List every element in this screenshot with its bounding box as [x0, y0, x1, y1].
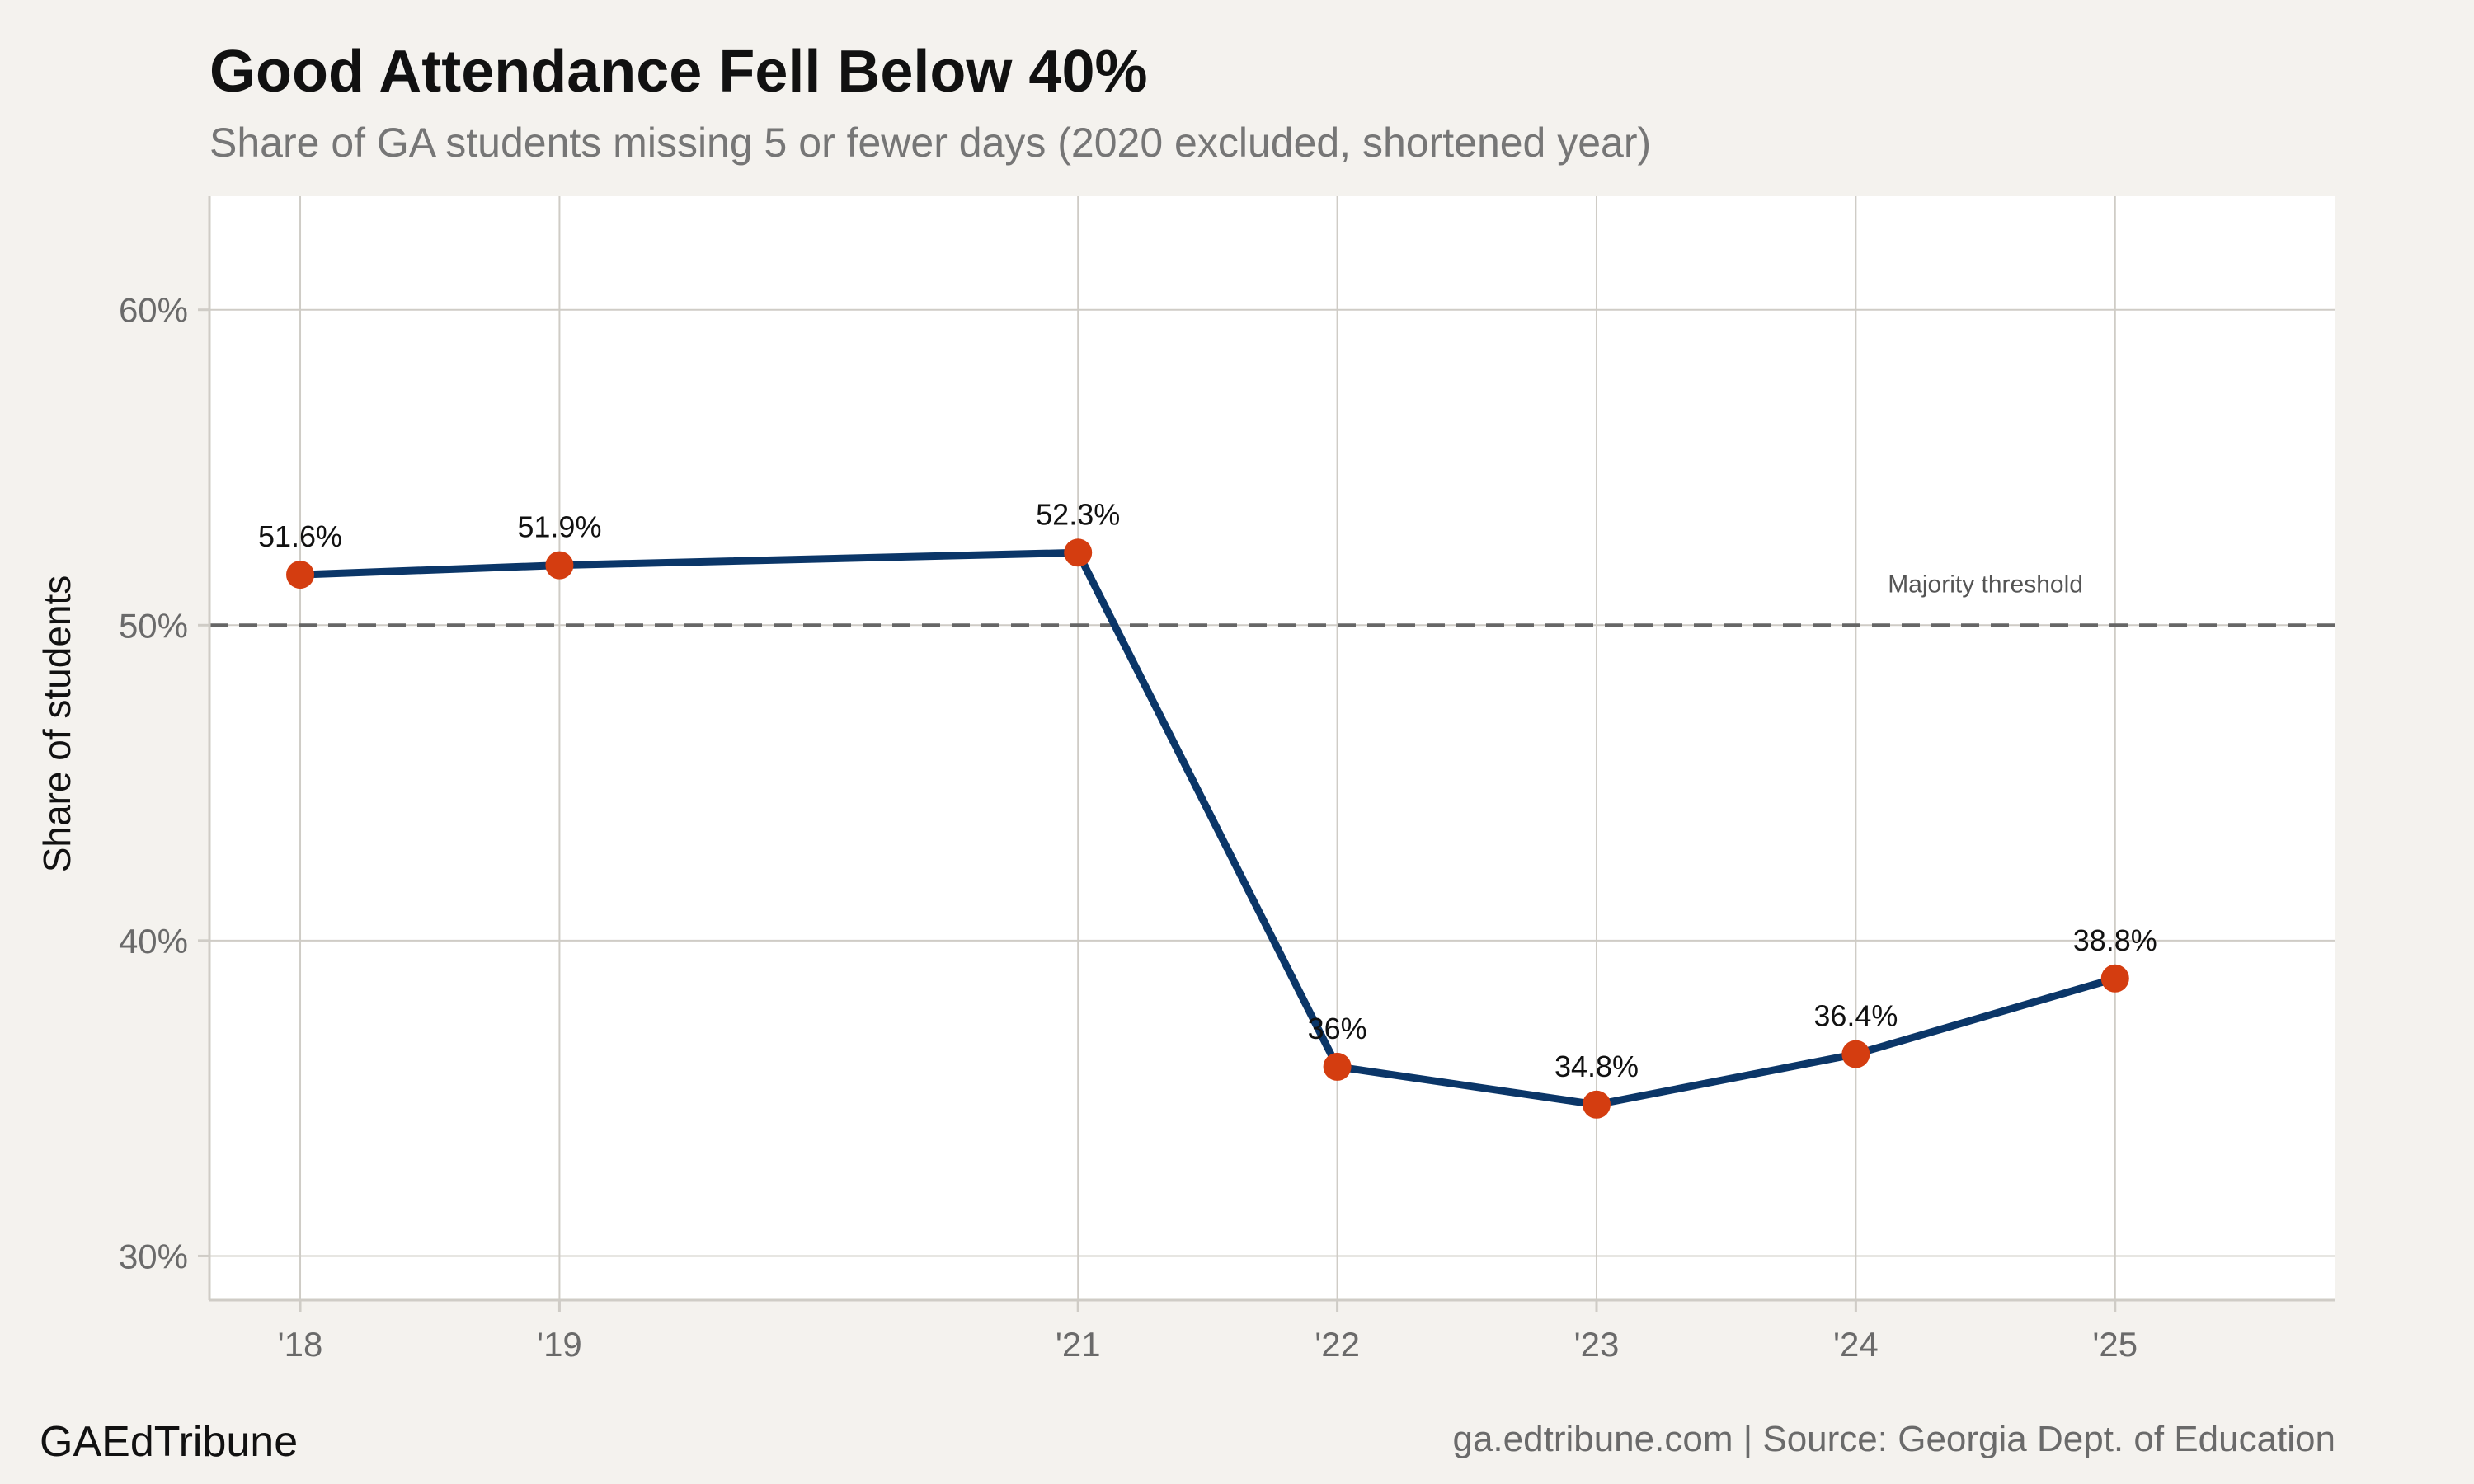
x-tick-label: '24	[1833, 1325, 1879, 1364]
data-label: 51.9%	[517, 510, 601, 544]
data-label: 38.8%	[2073, 923, 2157, 957]
data-label: 36.4%	[1813, 999, 1898, 1033]
data-label: 34.8%	[1554, 1050, 1639, 1083]
data-point	[1064, 538, 1093, 567]
data-point	[1323, 1052, 1352, 1081]
series-group	[286, 538, 2129, 1119]
x-tick-label: '18	[278, 1325, 323, 1364]
x-tick-label: '21	[1056, 1325, 1101, 1364]
data-labels: 51.6% 51.9% 52.3% 36% 34.8% 36.4% 38.8%	[258, 497, 2157, 1082]
reference-line-group: Majority threshold	[209, 571, 2335, 627]
x-tick-label: '23	[1574, 1325, 1620, 1364]
y-axis-label: Share of students	[35, 575, 78, 873]
x-tick-label: '25	[2092, 1325, 2138, 1364]
axes: 30% 40% 50% 60% '18 '19 '21 '22 '23 '24 '25	[119, 196, 2335, 1364]
data-label: 36%	[1308, 1012, 1367, 1045]
source-credit: ga.edtribune.com | Source: Georgia Dept.…	[1452, 1419, 2335, 1459]
chart-title: Good Attendance Fell Below 40%	[209, 39, 1148, 105]
x-tick-label: '22	[1315, 1325, 1360, 1364]
data-point	[1582, 1090, 1611, 1119]
data-label: 51.6%	[258, 519, 342, 553]
data-point	[545, 551, 574, 580]
data-point	[2100, 964, 2129, 993]
y-tick-label: 30%	[119, 1237, 188, 1275]
y-tick-label: 60%	[119, 291, 188, 330]
majority-threshold-label: Majority threshold	[1888, 571, 2083, 598]
data-label: 52.3%	[1036, 497, 1120, 531]
chart-subtitle: Share of GA students missing 5 or fewer …	[209, 120, 1651, 166]
plot-panel	[209, 196, 2335, 1300]
y-tick-label: 50%	[119, 606, 188, 645]
brand-logo-text: GAEdTribune	[40, 1418, 298, 1466]
data-point	[1841, 1040, 1870, 1068]
data-point	[286, 561, 315, 589]
x-tick-label: '19	[537, 1325, 582, 1364]
y-tick-label: 40%	[119, 922, 188, 960]
